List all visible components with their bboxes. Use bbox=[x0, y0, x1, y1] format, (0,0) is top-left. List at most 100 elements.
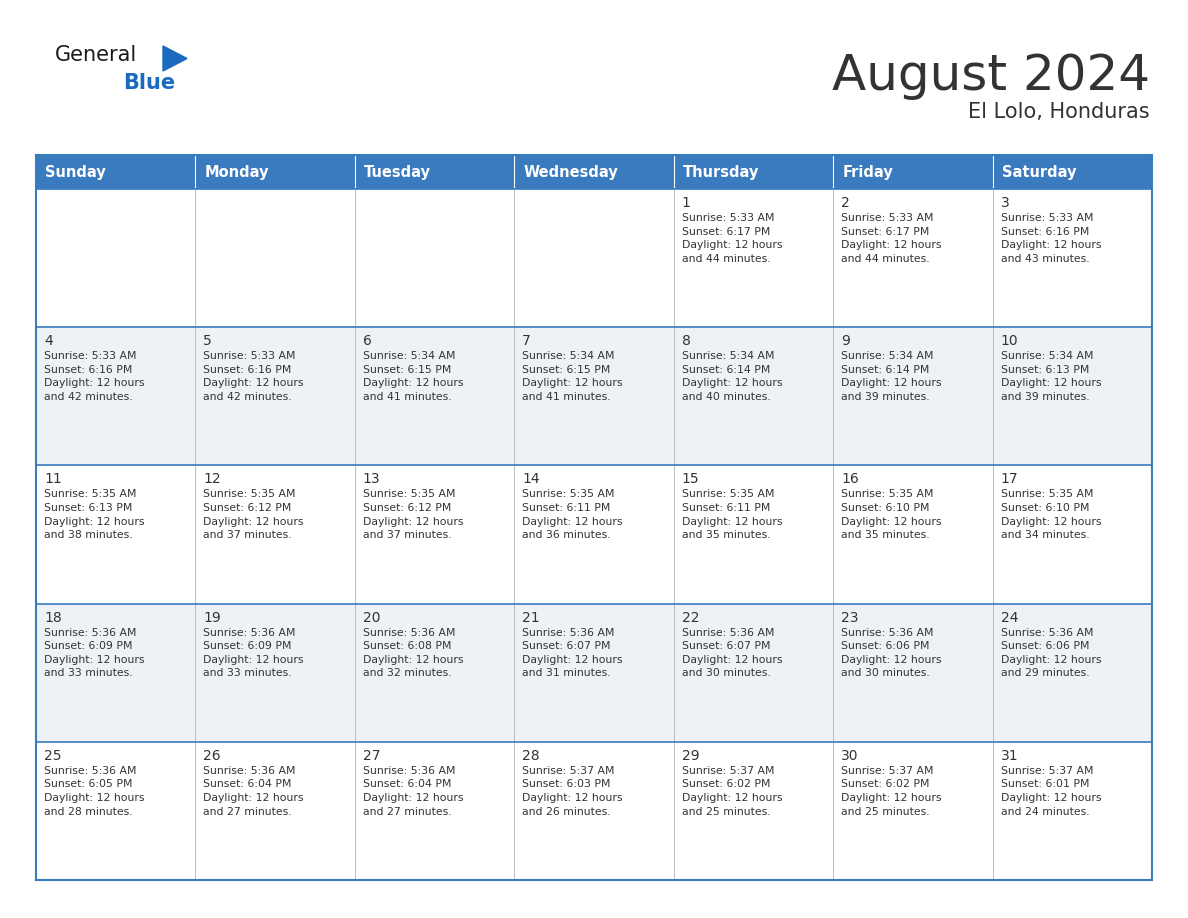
Text: Sunrise: 5:34 AM
Sunset: 6:14 PM
Daylight: 12 hours
and 39 minutes.: Sunrise: 5:34 AM Sunset: 6:14 PM Dayligh… bbox=[841, 352, 942, 402]
Bar bbox=[674, 155, 833, 189]
Text: Blue: Blue bbox=[124, 73, 175, 93]
Text: Sunrise: 5:33 AM
Sunset: 6:16 PM
Daylight: 12 hours
and 42 minutes.: Sunrise: 5:33 AM Sunset: 6:16 PM Dayligh… bbox=[203, 352, 304, 402]
Text: Sunrise: 5:33 AM
Sunset: 6:17 PM
Daylight: 12 hours
and 44 minutes.: Sunrise: 5:33 AM Sunset: 6:17 PM Dayligh… bbox=[682, 213, 782, 263]
Bar bbox=[355, 155, 514, 189]
Bar bbox=[514, 327, 674, 465]
Text: 26: 26 bbox=[203, 749, 221, 763]
Text: 20: 20 bbox=[362, 610, 380, 624]
Bar bbox=[674, 465, 833, 604]
Text: 24: 24 bbox=[1000, 610, 1018, 624]
Text: Sunrise: 5:33 AM
Sunset: 6:17 PM
Daylight: 12 hours
and 44 minutes.: Sunrise: 5:33 AM Sunset: 6:17 PM Dayligh… bbox=[841, 213, 942, 263]
Bar bbox=[355, 465, 514, 604]
Text: 15: 15 bbox=[682, 473, 700, 487]
Bar bbox=[36, 604, 196, 742]
Text: Sunrise: 5:35 AM
Sunset: 6:11 PM
Daylight: 12 hours
and 36 minutes.: Sunrise: 5:35 AM Sunset: 6:11 PM Dayligh… bbox=[523, 489, 623, 540]
Text: 14: 14 bbox=[523, 473, 539, 487]
Text: El Lolo, Honduras: El Lolo, Honduras bbox=[968, 102, 1150, 122]
Bar bbox=[514, 465, 674, 604]
Bar bbox=[514, 604, 674, 742]
Text: Sunrise: 5:36 AM
Sunset: 6:07 PM
Daylight: 12 hours
and 30 minutes.: Sunrise: 5:36 AM Sunset: 6:07 PM Dayligh… bbox=[682, 628, 782, 678]
Bar bbox=[674, 742, 833, 880]
Bar bbox=[992, 604, 1152, 742]
Bar bbox=[355, 742, 514, 880]
Bar bbox=[196, 189, 355, 327]
Text: 18: 18 bbox=[44, 610, 62, 624]
Text: 25: 25 bbox=[44, 749, 62, 763]
Text: 13: 13 bbox=[362, 473, 380, 487]
Text: 8: 8 bbox=[682, 334, 690, 348]
Text: 28: 28 bbox=[523, 749, 539, 763]
Bar bbox=[674, 327, 833, 465]
Text: 19: 19 bbox=[203, 610, 221, 624]
Text: 30: 30 bbox=[841, 749, 859, 763]
Text: Sunday: Sunday bbox=[45, 164, 106, 180]
Text: Sunrise: 5:35 AM
Sunset: 6:10 PM
Daylight: 12 hours
and 34 minutes.: Sunrise: 5:35 AM Sunset: 6:10 PM Dayligh… bbox=[1000, 489, 1101, 540]
Text: 17: 17 bbox=[1000, 473, 1018, 487]
Text: 2: 2 bbox=[841, 196, 849, 210]
Text: 23: 23 bbox=[841, 610, 859, 624]
Text: Sunrise: 5:36 AM
Sunset: 6:07 PM
Daylight: 12 hours
and 31 minutes.: Sunrise: 5:36 AM Sunset: 6:07 PM Dayligh… bbox=[523, 628, 623, 678]
Text: 1: 1 bbox=[682, 196, 690, 210]
Text: Sunrise: 5:33 AM
Sunset: 6:16 PM
Daylight: 12 hours
and 42 minutes.: Sunrise: 5:33 AM Sunset: 6:16 PM Dayligh… bbox=[44, 352, 145, 402]
Text: 21: 21 bbox=[523, 610, 539, 624]
Text: 16: 16 bbox=[841, 473, 859, 487]
Bar bbox=[196, 604, 355, 742]
Text: Sunrise: 5:34 AM
Sunset: 6:15 PM
Daylight: 12 hours
and 41 minutes.: Sunrise: 5:34 AM Sunset: 6:15 PM Dayligh… bbox=[362, 352, 463, 402]
Text: 5: 5 bbox=[203, 334, 213, 348]
Text: Saturday: Saturday bbox=[1001, 164, 1076, 180]
Text: Thursday: Thursday bbox=[683, 164, 759, 180]
Bar bbox=[833, 327, 992, 465]
Bar bbox=[355, 604, 514, 742]
Text: Sunrise: 5:36 AM
Sunset: 6:08 PM
Daylight: 12 hours
and 32 minutes.: Sunrise: 5:36 AM Sunset: 6:08 PM Dayligh… bbox=[362, 628, 463, 678]
Bar bbox=[36, 742, 196, 880]
Text: Sunrise: 5:36 AM
Sunset: 6:06 PM
Daylight: 12 hours
and 30 minutes.: Sunrise: 5:36 AM Sunset: 6:06 PM Dayligh… bbox=[841, 628, 942, 678]
Text: August 2024: August 2024 bbox=[832, 52, 1150, 100]
Text: 9: 9 bbox=[841, 334, 851, 348]
Text: 11: 11 bbox=[44, 473, 62, 487]
Bar bbox=[196, 465, 355, 604]
Bar bbox=[833, 604, 992, 742]
Text: Sunrise: 5:35 AM
Sunset: 6:13 PM
Daylight: 12 hours
and 38 minutes.: Sunrise: 5:35 AM Sunset: 6:13 PM Dayligh… bbox=[44, 489, 145, 540]
Text: Sunrise: 5:35 AM
Sunset: 6:11 PM
Daylight: 12 hours
and 35 minutes.: Sunrise: 5:35 AM Sunset: 6:11 PM Dayligh… bbox=[682, 489, 782, 540]
Text: Sunrise: 5:36 AM
Sunset: 6:06 PM
Daylight: 12 hours
and 29 minutes.: Sunrise: 5:36 AM Sunset: 6:06 PM Dayligh… bbox=[1000, 628, 1101, 678]
Text: Sunrise: 5:34 AM
Sunset: 6:13 PM
Daylight: 12 hours
and 39 minutes.: Sunrise: 5:34 AM Sunset: 6:13 PM Dayligh… bbox=[1000, 352, 1101, 402]
Text: Sunrise: 5:37 AM
Sunset: 6:01 PM
Daylight: 12 hours
and 24 minutes.: Sunrise: 5:37 AM Sunset: 6:01 PM Dayligh… bbox=[1000, 766, 1101, 817]
Bar bbox=[355, 189, 514, 327]
Bar bbox=[514, 189, 674, 327]
Text: Sunrise: 5:37 AM
Sunset: 6:02 PM
Daylight: 12 hours
and 25 minutes.: Sunrise: 5:37 AM Sunset: 6:02 PM Dayligh… bbox=[841, 766, 942, 817]
Bar bbox=[36, 155, 196, 189]
Bar bbox=[992, 742, 1152, 880]
Text: Friday: Friday bbox=[842, 164, 893, 180]
Text: Tuesday: Tuesday bbox=[364, 164, 431, 180]
Bar bbox=[355, 327, 514, 465]
Text: Sunrise: 5:36 AM
Sunset: 6:09 PM
Daylight: 12 hours
and 33 minutes.: Sunrise: 5:36 AM Sunset: 6:09 PM Dayligh… bbox=[203, 628, 304, 678]
Text: 4: 4 bbox=[44, 334, 52, 348]
Text: 12: 12 bbox=[203, 473, 221, 487]
Bar bbox=[36, 465, 196, 604]
Bar bbox=[674, 604, 833, 742]
Bar bbox=[514, 155, 674, 189]
Bar bbox=[196, 155, 355, 189]
Text: Monday: Monday bbox=[204, 164, 268, 180]
Bar bbox=[992, 155, 1152, 189]
Text: General: General bbox=[55, 45, 138, 65]
Text: Sunrise: 5:36 AM
Sunset: 6:04 PM
Daylight: 12 hours
and 27 minutes.: Sunrise: 5:36 AM Sunset: 6:04 PM Dayligh… bbox=[362, 766, 463, 817]
Text: Sunrise: 5:36 AM
Sunset: 6:05 PM
Daylight: 12 hours
and 28 minutes.: Sunrise: 5:36 AM Sunset: 6:05 PM Dayligh… bbox=[44, 766, 145, 817]
Text: 31: 31 bbox=[1000, 749, 1018, 763]
Text: Sunrise: 5:35 AM
Sunset: 6:10 PM
Daylight: 12 hours
and 35 minutes.: Sunrise: 5:35 AM Sunset: 6:10 PM Dayligh… bbox=[841, 489, 942, 540]
Text: Wednesday: Wednesday bbox=[523, 164, 618, 180]
Bar bbox=[833, 465, 992, 604]
Text: 10: 10 bbox=[1000, 334, 1018, 348]
Text: Sunrise: 5:37 AM
Sunset: 6:02 PM
Daylight: 12 hours
and 25 minutes.: Sunrise: 5:37 AM Sunset: 6:02 PM Dayligh… bbox=[682, 766, 782, 817]
Polygon shape bbox=[163, 46, 187, 71]
Bar bbox=[992, 189, 1152, 327]
Bar bbox=[833, 155, 992, 189]
Bar bbox=[833, 189, 992, 327]
Bar bbox=[196, 327, 355, 465]
Text: 27: 27 bbox=[362, 749, 380, 763]
Bar bbox=[992, 327, 1152, 465]
Text: Sunrise: 5:34 AM
Sunset: 6:15 PM
Daylight: 12 hours
and 41 minutes.: Sunrise: 5:34 AM Sunset: 6:15 PM Dayligh… bbox=[523, 352, 623, 402]
Bar bbox=[833, 742, 992, 880]
Text: Sunrise: 5:36 AM
Sunset: 6:09 PM
Daylight: 12 hours
and 33 minutes.: Sunrise: 5:36 AM Sunset: 6:09 PM Dayligh… bbox=[44, 628, 145, 678]
Bar bbox=[992, 465, 1152, 604]
